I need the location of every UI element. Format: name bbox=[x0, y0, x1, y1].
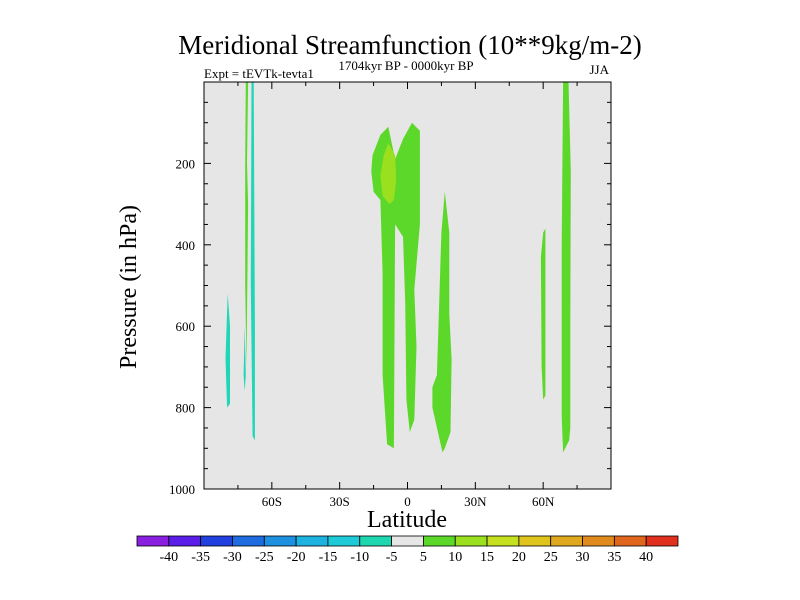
colorbar-label: 30 bbox=[576, 550, 590, 565]
colorbar-label: 40 bbox=[639, 550, 653, 565]
y-axis-label: Pressure (in hPa) bbox=[116, 205, 142, 369]
region-pos-c bbox=[432, 191, 452, 453]
colorbar-label: -35 bbox=[191, 550, 210, 565]
colorbar-swatch bbox=[582, 535, 615, 547]
colorbar-label: -40 bbox=[159, 550, 178, 565]
y-tick-label: 400 bbox=[176, 238, 196, 253]
x-tick-label: 30N bbox=[464, 494, 487, 509]
colorbar-swatch bbox=[550, 535, 583, 547]
x-axis-label: Latitude bbox=[367, 507, 447, 533]
center-label: 1704kyr BP - 0000kyr BP bbox=[338, 58, 473, 73]
region-pos-e bbox=[561, 82, 571, 453]
colorbar-swatch bbox=[613, 535, 647, 547]
colorbar-swatch bbox=[295, 535, 329, 547]
y-tick-label: 800 bbox=[176, 401, 196, 416]
colorbar-label: 5 bbox=[420, 550, 427, 565]
colorbar-swatch bbox=[327, 535, 361, 547]
colorbar-label: 20 bbox=[512, 550, 526, 565]
colorbar-label: -25 bbox=[255, 550, 274, 565]
colorbar-label: 35 bbox=[607, 550, 621, 565]
region-neg-a bbox=[225, 293, 230, 408]
colorbar-swatch bbox=[454, 535, 488, 547]
chart-title: Meridional Streamfunction (10**9kg/m-2) bbox=[178, 30, 641, 60]
colorbar-swatch bbox=[518, 535, 552, 547]
x-tick-label: 60S bbox=[262, 494, 282, 509]
colorbar-swatch bbox=[263, 535, 297, 547]
x-tick-label: 30S bbox=[330, 494, 350, 509]
contour-regions bbox=[225, 82, 571, 453]
colorbar-swatch bbox=[200, 535, 233, 547]
colorbar-swatch bbox=[423, 535, 456, 547]
colorbar: -40 -35 -30 -25 -20 -15 -10 -5 5 10 15 20 25 30 35 40 bbox=[136, 535, 679, 565]
y-tick-label: 1000 bbox=[169, 482, 195, 497]
colorbar-label: -30 bbox=[223, 550, 242, 565]
x-tick-label: 60N bbox=[532, 494, 555, 509]
colorbar-swatch bbox=[645, 535, 679, 547]
colorbar-swatch bbox=[232, 535, 265, 547]
x-tick-label: 0 bbox=[404, 494, 411, 509]
y-tick-label: 600 bbox=[176, 319, 196, 334]
colorbar-label: -5 bbox=[386, 550, 398, 565]
colorbar-swatch bbox=[391, 535, 424, 547]
colorbar-swatch bbox=[136, 535, 170, 547]
region-pos-b bbox=[371, 122, 420, 449]
region-pos-b-inner bbox=[380, 143, 397, 205]
left-label: Expt = tEVTk-tevta1 bbox=[204, 66, 314, 81]
colorbar-label: 25 bbox=[544, 550, 558, 565]
right-label: JJA bbox=[589, 62, 609, 77]
colorbar-label: 15 bbox=[480, 550, 494, 565]
colorbar-label: -20 bbox=[287, 550, 306, 565]
colorbar-swatch bbox=[168, 535, 202, 547]
colorbar-label: 10 bbox=[448, 550, 462, 565]
region-neg-b bbox=[250, 82, 255, 441]
colorbar-swatch bbox=[359, 535, 392, 547]
colorbar-label: -15 bbox=[319, 550, 338, 565]
region-pos-a bbox=[245, 82, 249, 367]
axis-ticks: 60S 30S 0 30N 60N 200 400 600 800 1000 bbox=[169, 81, 612, 509]
region-pos-d bbox=[540, 228, 546, 400]
colorbar-swatch bbox=[486, 535, 520, 547]
y-tick-label: 200 bbox=[176, 156, 196, 171]
region-neg-c bbox=[243, 326, 246, 392]
colorbar-label: -10 bbox=[350, 550, 369, 565]
